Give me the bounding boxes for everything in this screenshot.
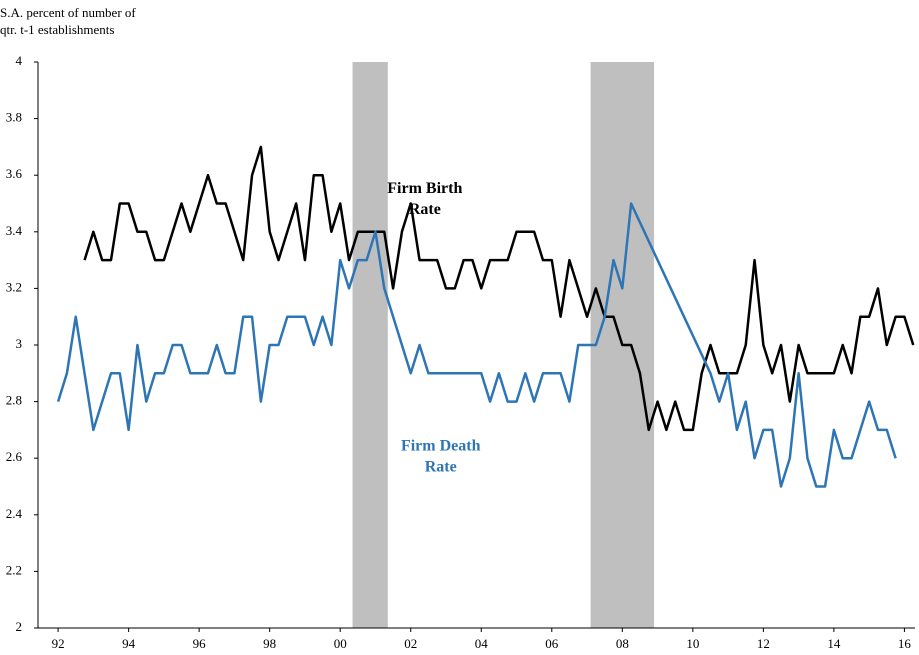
x-tick-label: 00: [334, 636, 347, 651]
y-tick-label: 4: [16, 53, 23, 68]
x-tick-label: 98: [263, 636, 276, 651]
x-tick-label: 14: [827, 636, 841, 651]
series-line: [56, 202, 897, 488]
y-axis-label: qtr. t-1 establishments: [0, 22, 114, 37]
x-tick-label: 06: [545, 636, 559, 651]
annotation: Firm Birth: [387, 180, 462, 197]
x-tick-label: 04: [475, 636, 489, 651]
x-tick-label: 94: [122, 636, 136, 651]
y-tick-label: 2.6: [6, 449, 23, 464]
x-tick-label: 96: [193, 636, 207, 651]
y-tick-label: 3: [16, 336, 23, 351]
y-tick-label: 3.2: [6, 279, 22, 294]
y-tick-label: 2: [16, 619, 23, 634]
x-tick-label: 02: [404, 636, 417, 651]
y-tick-label: 2.8: [6, 393, 22, 408]
series-line: [83, 145, 915, 432]
x-tick-label: 10: [686, 636, 699, 651]
x-tick-label: 16: [898, 636, 912, 651]
y-tick-label: 2.2: [6, 562, 22, 577]
y-tick-label: 2.4: [6, 506, 23, 521]
x-tick-label: 92: [52, 636, 65, 651]
recession-shade: [352, 62, 388, 628]
y-axis-label: S.A. percent of number of: [0, 5, 136, 20]
annotation: Rate: [409, 201, 441, 218]
y-tick-label: 3.4: [6, 223, 23, 238]
annotation: Firm Death: [401, 438, 481, 455]
annotation: Rate: [425, 459, 457, 476]
x-tick-label: 08: [616, 636, 629, 651]
x-tick-label: 12: [757, 636, 770, 651]
y-tick-label: 3.8: [6, 110, 22, 125]
y-tick-label: 3.6: [6, 166, 23, 181]
